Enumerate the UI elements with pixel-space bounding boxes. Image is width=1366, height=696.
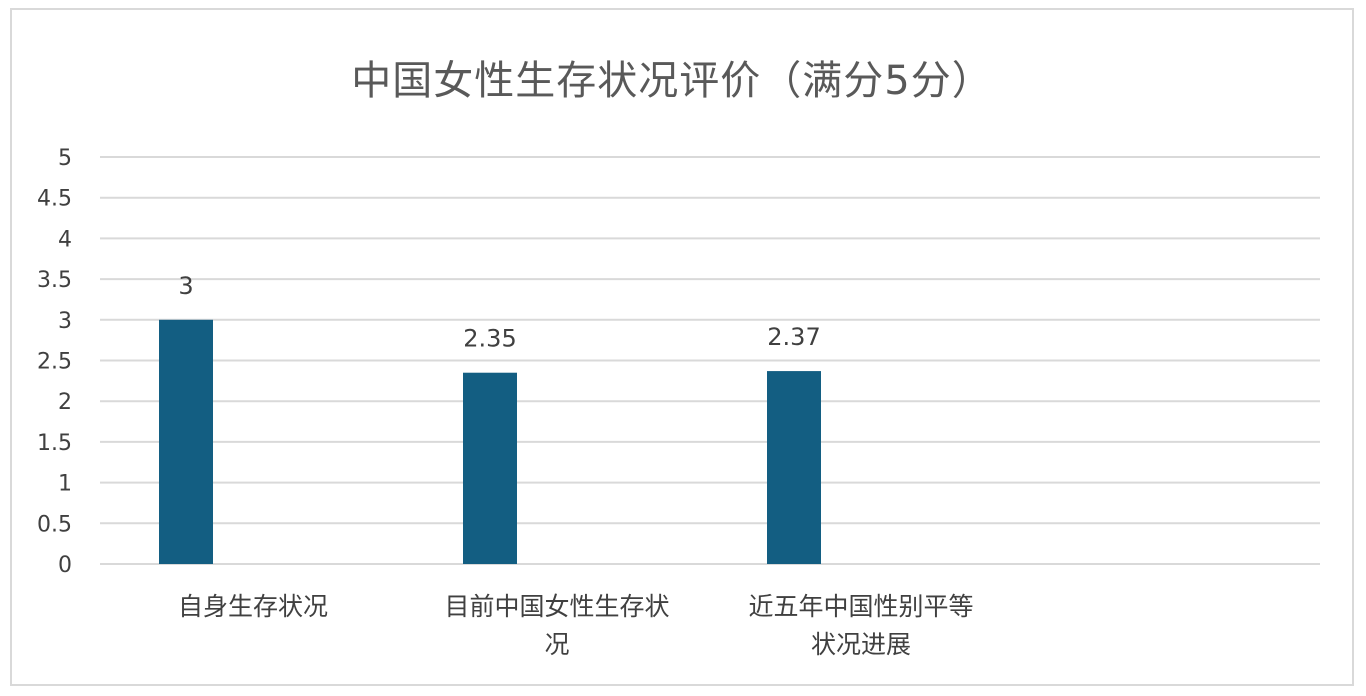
category-label: 状况进展	[811, 630, 911, 659]
data-label: 2.35	[463, 325, 516, 353]
data-label: 2.37	[767, 323, 820, 351]
bar	[159, 319, 213, 564]
bar	[463, 372, 517, 564]
y-tick-label: 1.5	[37, 431, 72, 456]
chart-title: 中国女性生存状况评价（满分5分）	[351, 58, 993, 104]
category-label: 目前中国女性生存状	[444, 592, 669, 621]
y-tick-label: 1	[58, 472, 72, 497]
chart-frame	[10, 8, 1354, 686]
y-tick-label: 4.5	[37, 187, 72, 212]
y-tick-label: 2.5	[37, 350, 72, 375]
y-tick-label: 3	[58, 309, 72, 334]
category-label: 况	[544, 630, 569, 659]
y-tick-label: 2	[58, 390, 72, 415]
y-tick-label: 0	[58, 553, 72, 578]
category-label: 自身生存状况	[178, 592, 328, 621]
bar	[767, 371, 821, 564]
y-tick-label: 4	[58, 227, 72, 252]
category-label: 近五年中国性别平等	[748, 592, 973, 621]
y-tick-label: 3.5	[37, 268, 72, 293]
data-label: 3	[178, 272, 193, 300]
y-tick-label: 0.5	[37, 512, 72, 537]
y-tick-label: 5	[58, 146, 72, 171]
